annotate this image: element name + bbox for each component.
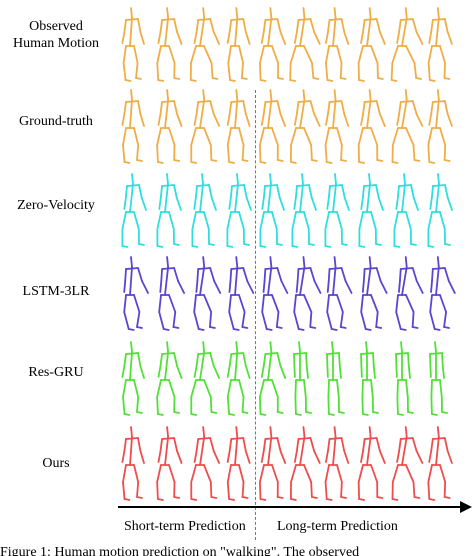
stick-figure [193, 256, 222, 331]
stick-figure [324, 426, 350, 501]
stick-figure [293, 341, 312, 416]
stick-figure [357, 7, 386, 82]
stick-figure [123, 256, 149, 331]
stick-figure [228, 256, 255, 331]
stick-figure [259, 7, 287, 82]
stick-figure [226, 173, 252, 248]
stick-figure [156, 89, 183, 164]
row-label-res-gru: Res-GRU [0, 364, 112, 381]
time-axis-arrowhead-icon [460, 501, 472, 513]
stick-figure [427, 173, 453, 248]
stick-figure [326, 341, 345, 416]
stick-figure [226, 7, 251, 82]
stick-figure [190, 89, 220, 164]
stick-figure [289, 426, 321, 501]
stick-figure [190, 426, 220, 501]
row-label-lstm-3lr-text: LSTM-3LR [22, 284, 90, 299]
stick-figure [360, 256, 388, 331]
stick-figure [121, 89, 145, 164]
stick-figure [121, 426, 145, 501]
stick-figure [156, 341, 183, 416]
row-label-ground-truth-text: Ground-truth [19, 114, 93, 129]
stick-figure [259, 426, 287, 501]
stick-figure [259, 173, 285, 248]
stick-figure [226, 426, 251, 501]
stick-figure [429, 341, 448, 416]
stick-figure [190, 341, 220, 416]
stick-figure [289, 89, 321, 164]
stick-figure [325, 7, 350, 82]
stick-figure [427, 426, 453, 501]
stick-figure [395, 341, 414, 416]
stick-figure [226, 341, 251, 416]
row-label-res-gru-text: Res-GRU [28, 365, 84, 380]
stick-figure [326, 256, 353, 331]
row-label-ours-text: Ours [42, 456, 70, 471]
stick-figure [259, 341, 287, 416]
stick-figure [261, 256, 289, 331]
row-label-observed: Observed Human Motion [0, 18, 112, 52]
row-label-ours: Ours [0, 455, 112, 472]
stick-figure-grid [121, 7, 456, 501]
stick-figure [191, 173, 217, 248]
stick-figure [291, 173, 317, 248]
stick-figure [289, 7, 321, 82]
long-term-prediction-label: Long-term Prediction [277, 519, 398, 534]
stick-figure [158, 256, 185, 331]
row-label-lstm-3lr: LSTM-3LR [0, 283, 112, 300]
stick-figure [390, 7, 424, 82]
stick-figure [357, 89, 386, 164]
row-label-observed-line1: Observed [29, 19, 83, 34]
stick-figure [189, 7, 220, 82]
stick-figure [427, 89, 453, 164]
stick-figure [360, 341, 379, 416]
stick-figure [324, 173, 350, 248]
stick-figure [358, 173, 384, 248]
row-label-zero-velocity: Zero-Velocity [0, 197, 112, 214]
row-label-observed-line2: Human Motion [13, 36, 99, 51]
stick-figure [391, 426, 424, 501]
stick-figure [395, 256, 424, 331]
stick-figure [393, 173, 419, 248]
row-label-zero-velocity-text: Zero-Velocity [17, 198, 95, 213]
short-term-prediction-label: Short-term Prediction [124, 519, 246, 534]
stick-figure [226, 89, 251, 164]
stick-figure [121, 173, 147, 248]
stick-figure [357, 426, 386, 501]
row-label-ground-truth: Ground-truth [0, 113, 112, 130]
stick-figure [429, 256, 456, 331]
stick-figure [259, 89, 287, 164]
stick-figure [391, 89, 424, 164]
short-long-term-separator [255, 90, 256, 540]
stick-figure [324, 89, 350, 164]
stick-figure [156, 7, 183, 82]
stick-figure [121, 341, 145, 416]
time-axis-line [118, 506, 464, 508]
stick-figure [156, 426, 183, 501]
stick-figure [293, 256, 322, 331]
stick-figure [156, 173, 182, 248]
stick-figure [427, 7, 453, 82]
figure-caption-partial: Figure 1: Human motion prediction on "wa… [0, 545, 360, 556]
stick-figure [121, 7, 145, 82]
